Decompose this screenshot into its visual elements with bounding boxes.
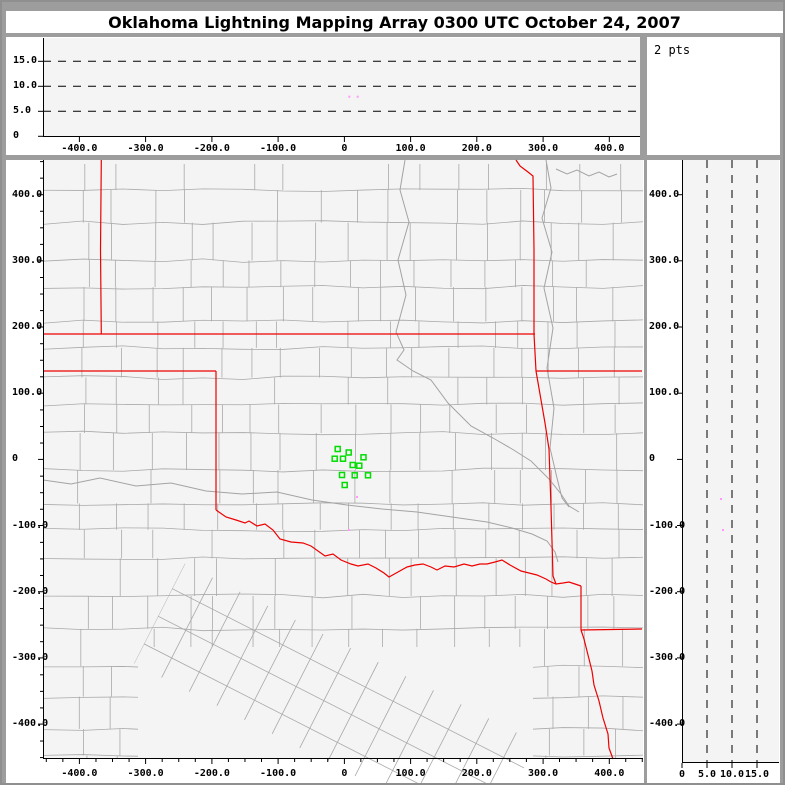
altitude-tick-label: 0 [13, 130, 20, 142]
altitude-vs-northsouth-panel: 400.0 300.0 200.0 100.0 0 -100.0 -200.0 -300.0 -… [647, 160, 780, 783]
map-y-tick-label: 100.0 [12, 387, 43, 399]
altitude-tick-label: 15.0 [13, 55, 38, 67]
altitude-tick-label: 15.0 [744, 769, 770, 780]
lma-station-marker [345, 449, 352, 456]
plan-view-map-plot[interactable] [38, 159, 644, 783]
lma-station-marker [334, 445, 341, 453]
northsouth-tick-label: 200.0 [649, 321, 680, 332]
map-x-tick-label: 400.0 [594, 768, 625, 779]
river-lines [42, 159, 618, 563]
lightning-points [348, 496, 358, 531]
lma-station-marker [360, 454, 367, 461]
lightning-point [720, 498, 722, 500]
lma-station-marker [331, 455, 338, 462]
map-y-tick-label: 400.0 [12, 188, 43, 200]
northsouth-tick-label: -400.0 [649, 718, 686, 730]
map-x-tick-label: -300.0 [127, 768, 164, 779]
lma-station-marker [351, 472, 358, 479]
northsouth-tick-label: 300.0 [649, 254, 680, 266]
lma-station-marker [339, 455, 347, 462]
source-count-label: 2 pts [654, 43, 691, 57]
lma-station-marker [338, 471, 346, 479]
eastwest-tick-label: -400.0 [61, 143, 98, 154]
northsouth-tick-label: -300.0 [649, 651, 686, 663]
lma-station-marker [349, 461, 356, 469]
altitude-vs-eastwest-panel: 15.0 10.0 5.0 0 -400.0 -300.0 -200.0 -100.0 0 100… [6, 37, 640, 155]
lma-stations [331, 445, 372, 489]
northsouth-tick-label: 400.0 [649, 188, 680, 200]
map-y-tick-label: -100.0 [12, 519, 49, 531]
altitude-vs-eastwest-chart [38, 38, 640, 142]
map-y-tick-label: 300.0 [12, 254, 43, 266]
altitude-tick-label: 0 [678, 769, 686, 780]
lightning-point [356, 496, 358, 498]
eastwest-tick-label: -100.0 [260, 143, 297, 154]
eastwest-tick-label: 200.0 [461, 143, 492, 154]
map-y-tick-label: -400.0 [12, 718, 49, 730]
altitude-vs-northsouth-chart [677, 160, 779, 768]
plan-view-map-chart [38, 159, 644, 783]
altitude-vs-northsouth-plot[interactable] [677, 160, 779, 768]
lightning-point [722, 529, 724, 531]
map-y-tick-label: 0 [12, 453, 19, 465]
title-bar: Oklahoma Lightning Mapping Array 0300 UT… [6, 11, 783, 33]
map-x-tick-label: 0 [341, 768, 348, 779]
northsouth-tick-label: 100.0 [649, 387, 680, 399]
altitude-tick-label: 10.0 [719, 769, 745, 780]
map-x-tick-label: 200.0 [461, 768, 492, 779]
map-y-tick-label: -200.0 [12, 585, 49, 597]
eastwest-tick-label: 0 [341, 143, 348, 154]
map-x-tick-label: 100.0 [395, 768, 426, 779]
eastwest-tick-label: -200.0 [193, 143, 230, 154]
northsouth-tick-label: -100.0 [649, 519, 686, 531]
map-x-tick-label: -400.0 [61, 768, 98, 779]
altitude-tick-label: 5.0 [697, 769, 717, 780]
altitude-vs-eastwest-plot[interactable] [38, 38, 640, 142]
map-x-tick-label: -200.0 [193, 768, 230, 779]
lma-station-marker [356, 462, 363, 469]
lma-station-marker [341, 481, 348, 489]
map-x-tick-label: -100.0 [260, 768, 297, 779]
eastwest-tick-label: 400.0 [594, 143, 625, 154]
altitude-tick-label: 5.0 [13, 105, 32, 117]
lightning-point [356, 95, 359, 98]
map-y-tick-label: -300.0 [12, 651, 49, 663]
lma-station-marker [364, 472, 372, 479]
altitude-tick-label: 10.0 [13, 80, 38, 92]
eastwest-tick-label: 100.0 [395, 143, 426, 154]
source-count-panel: 2 pts [647, 37, 780, 155]
map-y-tick-label: 200.0 [12, 321, 43, 332]
plan-view-map-panel: 400.0 300.0 200.0 100.0 0 -100.0 -200.0 -300.0 -… [6, 159, 644, 783]
state-borders [43, 159, 643, 760]
eastwest-tick-label: -300.0 [127, 143, 164, 154]
lightning-point [348, 529, 350, 531]
northsouth-tick-label: -200.0 [649, 585, 686, 597]
lightning-point [348, 95, 351, 98]
window-title: Oklahoma Lightning Mapping Array 0300 UT… [108, 12, 681, 32]
northsouth-tick-label: 0 [649, 453, 656, 465]
eastwest-tick-label: 300.0 [528, 143, 559, 154]
map-x-tick-label: 300.0 [528, 768, 559, 779]
